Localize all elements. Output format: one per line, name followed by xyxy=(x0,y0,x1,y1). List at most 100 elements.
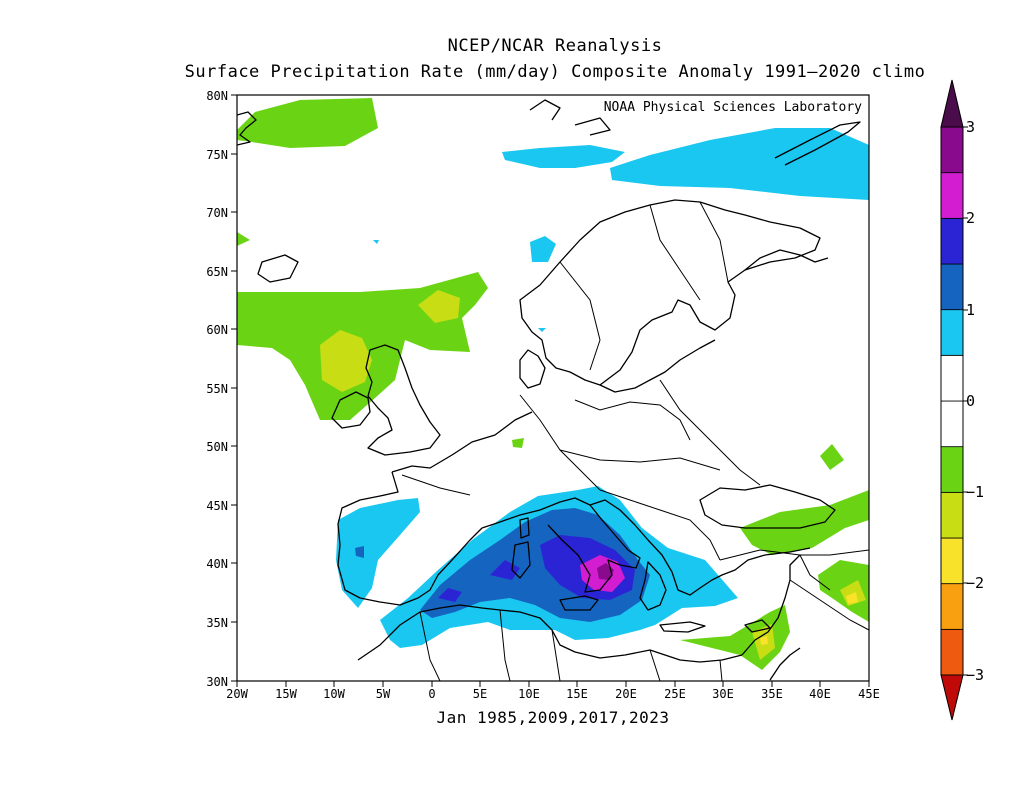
coastline-baltic-states xyxy=(599,339,716,393)
lon-label: 35E xyxy=(761,687,783,701)
anomaly-strong-negative-iraq xyxy=(846,592,858,604)
colorbar-arrow-top xyxy=(940,79,964,128)
coastline-cyprus xyxy=(744,619,771,633)
coastline-north-africa xyxy=(357,604,743,663)
border-poland xyxy=(574,399,691,441)
coastline-italy xyxy=(539,497,641,593)
anomaly-strong-positive-algeria xyxy=(438,588,462,602)
anomaly-moderate-negative-iraq xyxy=(840,580,866,606)
coastline-sicily xyxy=(559,595,599,611)
colorbar-segment xyxy=(940,400,964,448)
anomaly-positive-small-1 xyxy=(373,240,379,244)
coastline-greenland xyxy=(237,111,257,146)
border-finland-russia xyxy=(699,201,729,283)
lon-label: 20E xyxy=(615,687,637,701)
colorbar-segment xyxy=(940,172,964,219)
lon-label: 20W xyxy=(226,687,248,701)
coastline-iceland xyxy=(257,254,299,283)
anomaly-moderate-positive-iberia-dot xyxy=(355,546,364,558)
lat-label: 75N xyxy=(206,148,228,162)
anomaly-positive-svalbard xyxy=(502,145,625,168)
anomaly-negative-caucasus xyxy=(820,444,844,470)
lon-label: 0 xyxy=(428,687,435,701)
coastlines xyxy=(237,99,861,681)
colorbar-ticks xyxy=(963,126,968,676)
tick-marks xyxy=(231,94,870,687)
map-subtitle: Surface Precipitation Rate (mm/day) Comp… xyxy=(184,62,926,82)
colorbar-arrow-bottom xyxy=(940,674,964,721)
lon-label: 45E xyxy=(858,687,880,701)
anomaly-positive-baltic-norway xyxy=(530,236,556,262)
colorbar-label: 2 xyxy=(966,209,975,227)
colorbar: 3 2 1 0 −1 −2 −3 xyxy=(940,79,984,721)
coastline-novaya-zemlya xyxy=(774,121,861,166)
coastline-black-sea xyxy=(699,484,836,529)
lon-label: 30E xyxy=(712,687,734,701)
colorbar-segment xyxy=(940,309,964,356)
coastline-ireland xyxy=(331,391,371,429)
lon-label: 25E xyxy=(664,687,686,701)
lon-label: 5E xyxy=(473,687,487,701)
border-sweden-finland xyxy=(649,204,701,301)
anomaly-negative-central-europe xyxy=(512,438,524,448)
lon-label: 10W xyxy=(323,687,345,701)
colorbar-label: 1 xyxy=(966,301,975,319)
colorbar-segment xyxy=(940,628,964,676)
map-title: NCEP/NCAR Reanalysis xyxy=(447,36,663,56)
coastline-white-sea xyxy=(744,249,829,271)
coastline-denmark xyxy=(519,349,546,389)
border-germany xyxy=(519,394,601,491)
coastline-svalbard xyxy=(529,99,611,136)
lon-label: 10E xyxy=(518,687,540,701)
colorbar-label: −3 xyxy=(966,666,984,684)
colorbar-segment xyxy=(940,446,964,493)
colorbar-segment xyxy=(940,583,964,630)
coastline-france-biscay xyxy=(391,411,533,473)
lat-label: 35N xyxy=(206,616,228,630)
lat-label: 80N xyxy=(206,89,228,103)
anomaly-negative-north-atlantic xyxy=(237,98,378,148)
coastline-levant xyxy=(741,554,801,656)
composite-dates: Jan 1985,2009,2017,2023 xyxy=(436,708,670,727)
coastline-greece xyxy=(639,561,667,611)
anomaly-moderate-negative-scotland xyxy=(320,330,372,392)
coastline-adriatic-balkans xyxy=(589,499,811,596)
anomaly-strong-negative-levant xyxy=(760,636,768,645)
colorbar-segment xyxy=(940,217,964,265)
lat-label: 60N xyxy=(206,323,228,337)
lat-label: 40N xyxy=(206,557,228,571)
colorbar-segment xyxy=(940,126,964,174)
coastline-great-britain xyxy=(365,344,441,456)
colorbar-segment xyxy=(940,491,964,539)
lat-label: 55N xyxy=(206,382,228,396)
lat-label: 50N xyxy=(206,440,228,454)
coastline-corsica xyxy=(519,517,530,539)
anomaly-negative-greenland-edge xyxy=(237,232,250,246)
border-norway-sweden xyxy=(559,261,601,371)
anomaly-positive-barents-sea xyxy=(610,128,869,200)
border-middle-east xyxy=(789,554,869,631)
border-central xyxy=(559,449,721,471)
lon-label: 5W xyxy=(376,687,391,701)
colorbar-segment xyxy=(940,537,964,585)
credit-text: NOAA Physical Sciences Laboratory xyxy=(604,100,862,115)
anomaly-positive-iberia xyxy=(336,498,420,608)
colorbar-label: 3 xyxy=(966,118,975,136)
colorbar-label: −2 xyxy=(966,574,984,592)
border-east xyxy=(659,379,761,486)
border-north-africa xyxy=(419,609,723,681)
border-balkans xyxy=(599,489,721,561)
lat-label: 45N xyxy=(206,499,228,513)
anomaly-positive-small-2 xyxy=(538,328,546,332)
coastline-scandinavia xyxy=(519,199,821,386)
lat-label: 65N xyxy=(206,265,228,279)
lat-label: 70N xyxy=(206,206,228,220)
coastline-red-sea xyxy=(769,647,801,681)
lat-label: 30N xyxy=(206,675,228,689)
lon-label: 40E xyxy=(809,687,831,701)
colorbar-segment xyxy=(940,354,964,402)
colorbar-label: −1 xyxy=(966,483,984,501)
coastline-sardinia xyxy=(511,541,531,579)
anomaly-moderate-negative-norway xyxy=(418,290,460,323)
border-france-spain xyxy=(401,474,471,496)
